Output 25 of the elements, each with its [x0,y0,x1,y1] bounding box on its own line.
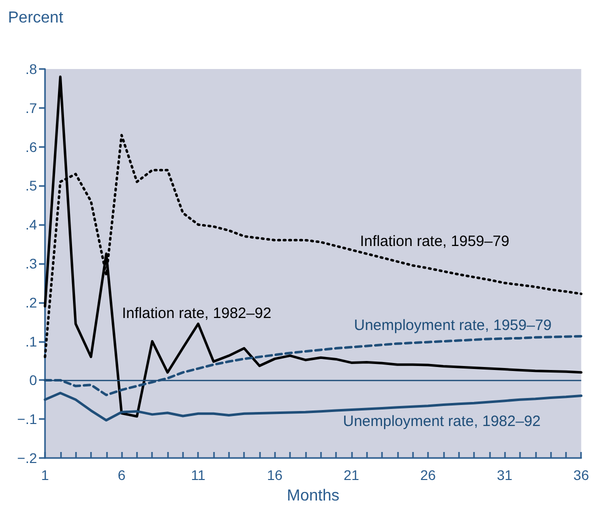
series-label: Unemployment rate, 1959–79 [354,317,552,334]
y-tick-label: .4 [25,216,38,233]
x-tick-label: 26 [420,467,436,483]
x-axis-title: Months [286,488,340,504]
x-tick-label: 36 [573,467,590,483]
x-tick-label: 21 [344,467,360,483]
x-tick-label: 16 [267,467,283,483]
x-tick-label: 31 [496,467,513,483]
x-tick-label: 1 [41,467,50,483]
y-tick-label: .6 [25,138,38,155]
series-label: Inflation rate, 1959–79 [360,233,510,250]
y-tick-label: .8 [25,61,38,77]
y-tick-label: .1 [25,333,38,350]
y-tick-label: .5 [25,178,38,194]
y-tick-label: −.1 [17,411,38,428]
y-axis-title: Percent [8,10,64,26]
y-tick-label: .2 [25,294,38,310]
x-tick-label: 11 [190,467,206,483]
x-tick-label: 6 [118,467,126,483]
y-tick-label: .3 [25,256,38,272]
series-label: Inflation rate, 1982–92 [122,305,272,322]
y-tick-label: 0 [29,372,38,388]
series-label: Unemployment rate, 1982–92 [343,413,541,430]
y-tick-label: −.2 [17,450,38,466]
y-tick-label: .7 [25,100,38,116]
